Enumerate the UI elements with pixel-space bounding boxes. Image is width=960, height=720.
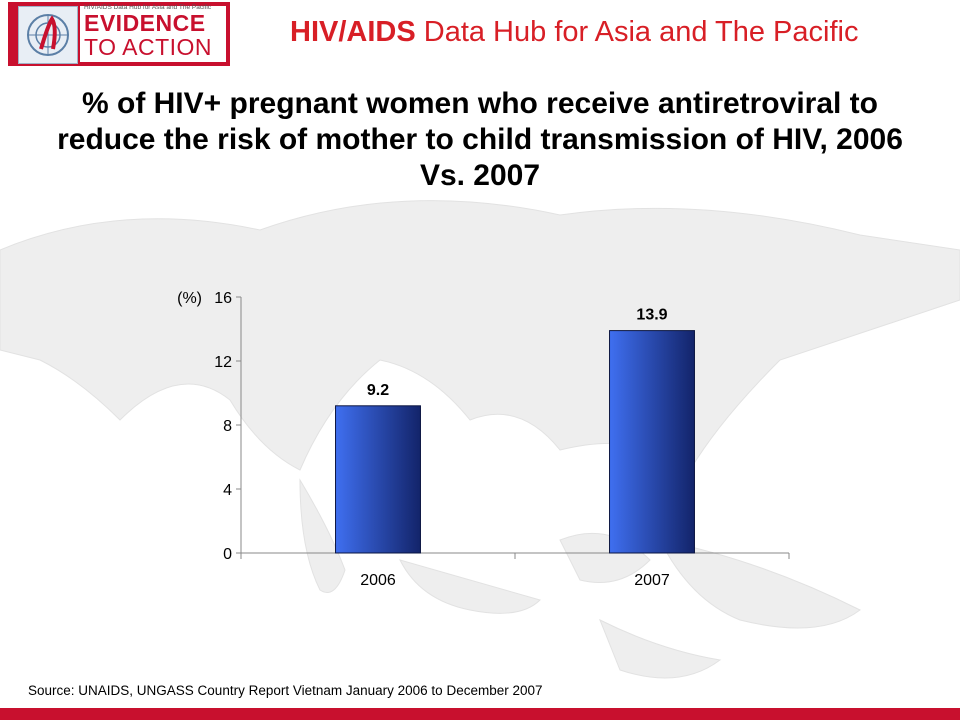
un-emblem-icon bbox=[18, 6, 78, 64]
x-tick-label: 2007 bbox=[634, 572, 670, 589]
y-axis-label: (%) bbox=[177, 290, 202, 307]
y-tick-label: 0 bbox=[223, 546, 232, 563]
source-note: Source: UNAIDS, UNGASS Country Report Vi… bbox=[28, 683, 543, 698]
y-tick-label: 8 bbox=[223, 418, 232, 435]
bar-2006 bbox=[335, 405, 421, 554]
slide-header: HIV/AIDS Data Hub for Asia and The Pacif… bbox=[0, 0, 960, 70]
footer-bar bbox=[0, 708, 960, 720]
data-label-2006: 9.2 bbox=[367, 382, 389, 399]
evidence-to-action-logo bbox=[8, 2, 230, 66]
y-tick-label: 4 bbox=[223, 482, 232, 499]
y-tick-label: 16 bbox=[214, 290, 232, 307]
logo-tagline: HIV/AIDS Data Hub for Asia and The Pacif… bbox=[84, 4, 212, 11]
slide-title: % of HIV+ pregnant women who receive ant… bbox=[57, 87, 903, 192]
header-title: HIV/AIDS Data Hub for Asia and The Pacif… bbox=[290, 16, 858, 49]
data-label-2007: 13.9 bbox=[636, 307, 667, 324]
y-tick-label: 12 bbox=[214, 354, 232, 371]
logo-evidence-text: EVIDENCE bbox=[84, 10, 206, 36]
header-title-rest: Data Hub for Asia and The Pacific bbox=[415, 16, 859, 48]
logo-text-panel bbox=[80, 6, 226, 62]
header-title-bold: HIV/AIDS bbox=[290, 16, 416, 48]
bar-2007 bbox=[609, 330, 695, 554]
x-tick-label: 2006 bbox=[360, 572, 396, 589]
logo-to-action-text: TO ACTION bbox=[84, 34, 213, 60]
